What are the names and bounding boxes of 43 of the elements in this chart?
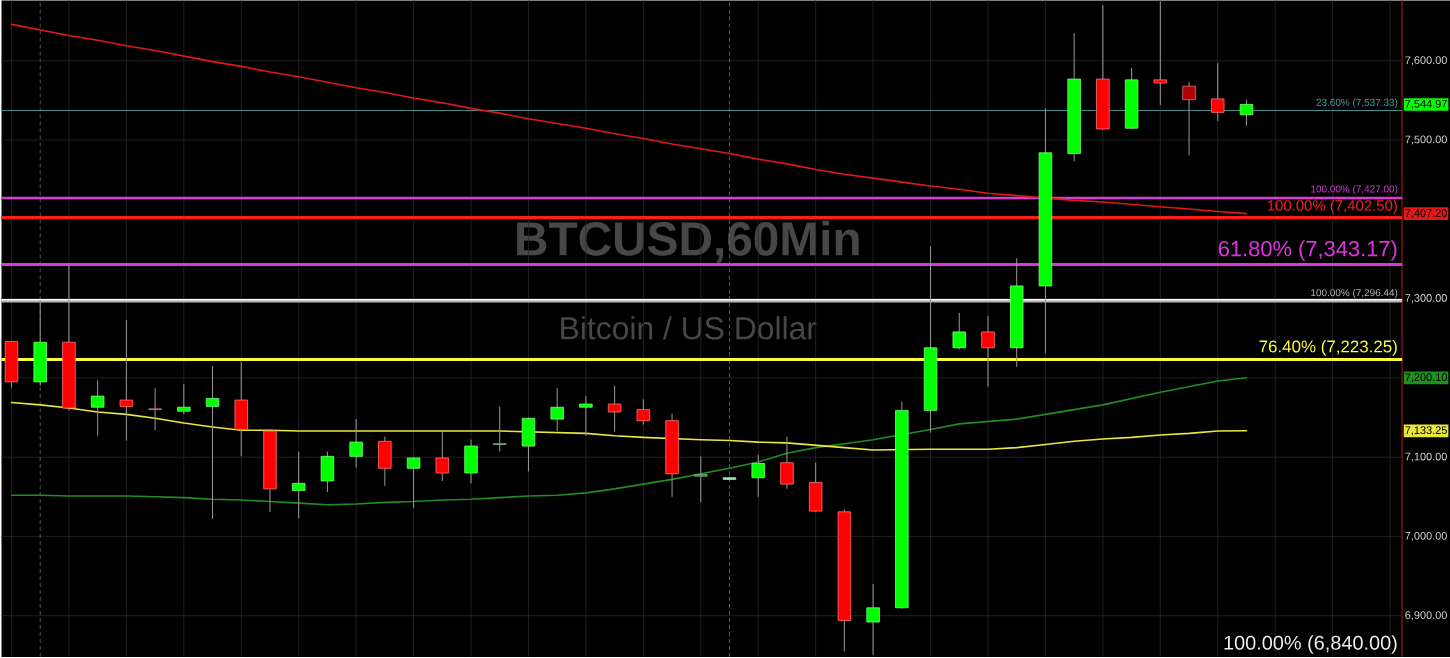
candlestick [291,451,306,519]
y-tick-label: 7,000.00 [1405,532,1447,542]
text: BTCUSD,60Min [517,220,859,263]
candlestick [866,583,880,656]
text: Bitcoin / US Dollar [561,316,817,340]
candlestick [607,385,622,433]
y-tick-label: 6,900.00 [1405,611,1447,621]
candlestick [177,383,191,416]
candlestick [90,380,105,437]
candlestick [751,454,765,498]
candlestick [1182,81,1196,156]
annotation: 100.00% (6,840.00) [1224,635,1397,654]
candlestick [694,456,708,504]
y-tick-label: 7,133.25 [1405,426,1447,436]
ref-line-label: 100.00% (7,402.50) [1267,200,1397,214]
candlestick [579,395,593,437]
ref-line-label: 100.00% (7,427.00) [1311,185,1398,195]
candlestick [1153,1,1168,106]
y-tick-label: 7,544.97 [1405,100,1447,110]
candlestick [952,312,966,351]
ref-line-label: 23.60% (7,537.33) [1316,98,1398,109]
candlestick [205,365,220,520]
y-tick-label: 7,407.20 [1405,209,1447,219]
candlestick [493,406,507,453]
ref-line-label: 61.80% (7,343.17) [1218,240,1397,261]
candlestick [349,418,363,469]
ref-line-label: 100.00% (7,296.44) [1311,289,1398,299]
y-tick-label: 7,300.00 [1405,294,1447,304]
candlestick [780,436,794,490]
candlestick [636,399,651,426]
candlestick [406,456,421,509]
candlestick [550,387,564,432]
candlestick [1239,99,1254,127]
candlestick [435,430,450,482]
y-tick-label: 7,200.10 [1405,373,1447,383]
ref-line-label: 76.40% (7,223.25) [1259,340,1397,356]
y-tick-label: 7,100.00 [1405,452,1447,462]
y-tick-label: 7,600.00 [1405,56,1447,66]
candlestick [119,319,134,442]
candlestick [1211,62,1225,122]
candlestick [148,387,162,431]
candlestick [981,315,995,388]
y-tick-label: 7,500.00 [1405,135,1447,145]
